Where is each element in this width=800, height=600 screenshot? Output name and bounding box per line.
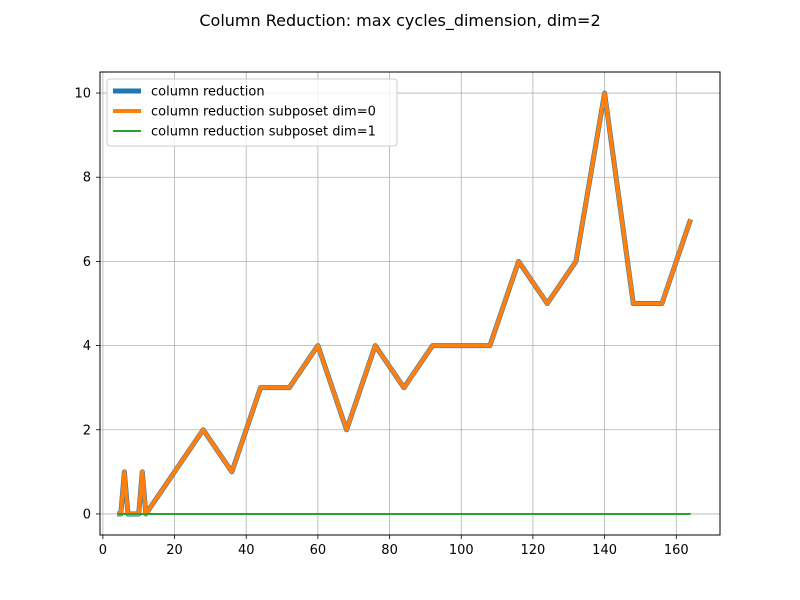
x-tick-label: 160	[664, 543, 689, 558]
legend-label: column reduction	[151, 85, 265, 100]
plot-frame	[99, 71, 721, 536]
x-tick-label: 80	[381, 543, 398, 558]
series-layer	[117, 90, 693, 517]
y-tick-label: 10	[74, 87, 91, 102]
chart-title: Column Reduction: max cycles_dimension, …	[199, 11, 600, 31]
legend-box	[106, 78, 398, 147]
axis-ticks: 0 20 40 60 80 100 120 140 160 0 2 4 6 8 10	[74, 87, 688, 558]
x-tick-label: 0	[99, 543, 107, 558]
x-tick-label: 60	[310, 543, 327, 558]
y-tick-label: 0	[83, 507, 91, 522]
x-tick-label: 120	[521, 543, 546, 558]
x-tick-label: 20	[166, 543, 183, 558]
legend: column reduction column reduction subpose…	[106, 78, 398, 147]
y-tick-label: 8	[83, 171, 91, 186]
x-tick-label: 100	[449, 543, 474, 558]
y-tick-label: 4	[83, 339, 91, 354]
x-tick-label: 140	[592, 543, 617, 558]
legend-label: column reduction subposet dim=1	[151, 125, 376, 140]
y-tick-label: 6	[83, 255, 91, 270]
x-tick-label: 40	[238, 543, 255, 558]
y-tick-label: 2	[83, 423, 91, 438]
legend-label: column reduction subposet dim=0	[151, 105, 376, 120]
